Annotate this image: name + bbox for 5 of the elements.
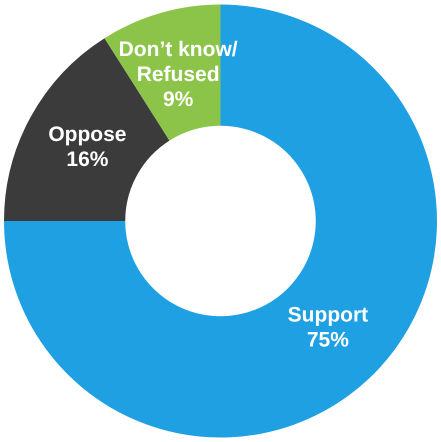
data-label: 16%	[66, 148, 109, 172]
slice-label: Support	[288, 304, 368, 327]
data-label: 9%	[162, 88, 194, 111]
slice-label: Oppose	[48, 123, 126, 146]
data-label: 75%	[306, 328, 350, 352]
